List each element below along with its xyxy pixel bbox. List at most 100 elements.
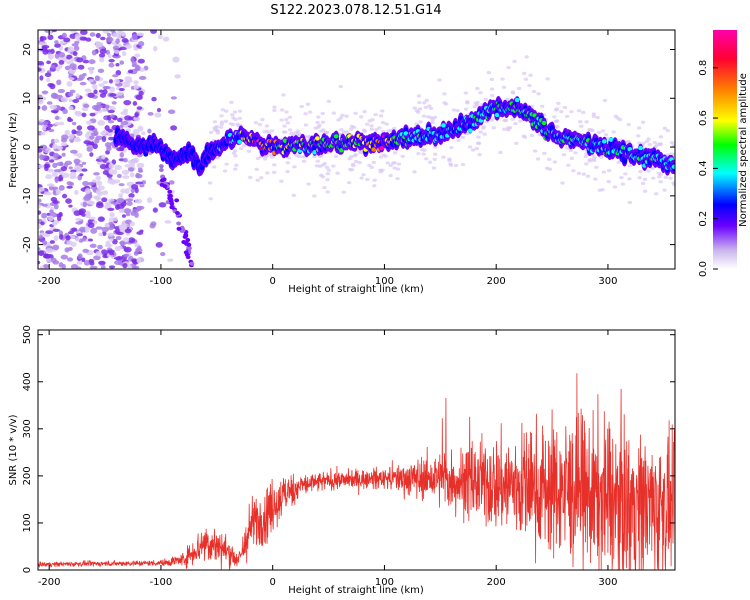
spectrogram-haze-cell <box>287 128 293 132</box>
spectrogram-haze-cell <box>353 111 358 115</box>
spectrogram-noise-cell <box>94 138 100 144</box>
spectrogram-noise-cell <box>46 60 51 65</box>
spectrogram-noise-cell <box>132 128 140 135</box>
spectrogram-branch-cell <box>174 198 180 203</box>
spectrogram-noise-cell <box>38 67 42 72</box>
spectrogram-ridge-core <box>237 139 243 145</box>
spectrogram-haze-cell <box>372 184 377 188</box>
spectrogram-noise-cell <box>49 104 58 110</box>
spectrogram-noise-cell <box>66 181 73 186</box>
spectrogram-noise-cell <box>57 88 65 94</box>
spectrogram-haze-cell <box>442 101 447 105</box>
spectrogram-ridge-core <box>671 164 675 169</box>
spectrogram-noise-cell <box>115 204 120 210</box>
colorbar-ticks: 0.0 0.2 0.4 0.6 0.8 <box>698 60 718 277</box>
spectrogram-haze-cell <box>523 77 529 81</box>
spectrogram-haze-cell <box>658 143 663 147</box>
spectrogram-haze-cell <box>638 169 643 174</box>
spectrogram-noise-cell <box>75 221 83 225</box>
spectrogram-xlabel: Height of straight line (km) <box>288 284 424 295</box>
spectrogram-haze-cell <box>212 120 218 124</box>
spectrogram-haze-cell <box>388 173 393 178</box>
spectrogram-noise-cell <box>52 186 59 190</box>
spectrogram-noise-cell <box>102 130 109 135</box>
spectrogram-noise-cell <box>53 235 59 241</box>
spectrogram-noise-cell <box>73 45 80 51</box>
spectrogram-haze-cell <box>654 192 659 196</box>
spectrogram-noise-cell <box>46 183 55 187</box>
spectrogram-haze-cell <box>476 135 481 139</box>
spectrogram-noise-cell <box>146 197 153 204</box>
spectrogram-noise-cell <box>47 53 54 60</box>
spectrogram-haze-cell <box>540 104 545 108</box>
spectrogram-haze-cell <box>346 181 352 185</box>
spectrogram-haze-cell <box>392 151 398 155</box>
spectrogram-haze-cell <box>335 171 340 175</box>
spectrogram-haze-cell <box>222 169 228 173</box>
snr-panel: -200 -100 0 100 200 300 0 100 200 300 400 500 Heigh… <box>8 325 676 596</box>
spectrogram-noise-cell <box>108 136 115 141</box>
spectrogram-noise-cell <box>66 240 73 246</box>
spectrogram-haze-cell <box>377 126 382 130</box>
spectrogram-noise-cell <box>138 169 144 173</box>
spectrogram-noise-cell <box>167 109 176 115</box>
spectrogram-noise-cell <box>139 184 145 188</box>
spectrogram-haze-cell <box>362 129 367 133</box>
spectrogram-ridge-core <box>622 159 627 164</box>
spectrogram-noise-cell <box>41 212 48 219</box>
spectrogram-haze-cell <box>320 175 326 179</box>
spectrogram-haze-cell <box>422 148 427 152</box>
spectrogram-haze-cell <box>421 114 427 118</box>
spectrogram-haze-cell <box>233 167 238 171</box>
spectrogram-haze-cell <box>312 154 317 159</box>
spectrogram-haze-cell <box>272 108 277 113</box>
spectrogram-noise-cell <box>147 111 154 116</box>
spectrogram-haze-cell <box>529 133 535 138</box>
spectrogram-haze-cell <box>665 129 670 133</box>
spectrogram-haze-cell <box>611 130 616 134</box>
spectrogram-branch-cell <box>186 242 192 247</box>
spectrogram-noise-cell <box>153 45 158 52</box>
spectrogram-haze-cell <box>442 92 447 96</box>
spectrogram-noise-cell <box>124 228 132 234</box>
spectrogram-noise-cell <box>39 265 45 269</box>
spectrogram-noise-cell <box>47 215 54 222</box>
spectrogram-haze-cell <box>231 151 237 155</box>
spectrogram-haze-cell <box>262 130 267 134</box>
spectrogram-noise-cell <box>42 264 50 269</box>
spectrogram-noise-cell <box>127 237 136 244</box>
snr-xtick-label: -200 <box>38 577 61 588</box>
spectrogram-haze-cell <box>500 77 505 81</box>
spectrogram-noise-cell <box>81 112 87 118</box>
spectrogram-haze-cell <box>305 102 311 106</box>
spectrogram-noise-cell <box>137 125 144 132</box>
spectrogram-noise-cell <box>40 154 46 159</box>
spectrogram-haze-cell <box>642 189 648 193</box>
spectrogram-noise-cell <box>56 145 62 149</box>
spectrogram-haze-cell <box>473 101 478 105</box>
spectrogram-noise-cell <box>57 63 63 70</box>
spectrogram-noise-cell <box>114 78 120 84</box>
spectrogram-noise-cell <box>111 101 117 105</box>
spectrogram-haze-cell <box>489 77 495 81</box>
spectrogram-haze-cell <box>208 130 214 134</box>
spectrogram-haze-cell <box>349 168 355 172</box>
spectrogram-haze-cell <box>618 118 623 122</box>
spectrogram-noise-cell <box>81 168 88 172</box>
spectrogram-noise-cell <box>90 227 98 234</box>
snr-ylabel: SNR (10 * v/v) <box>8 414 19 485</box>
spectrogram-haze-cell <box>237 109 243 113</box>
spectrogram-haze-cell <box>279 179 284 183</box>
spectrogram-noise-cell <box>72 51 78 57</box>
spectrogram-noise-cell <box>67 116 72 122</box>
spectrogram-noise-cell <box>38 118 45 123</box>
spectrogram-haze-cell <box>238 146 244 151</box>
spectrogram-haze-cell <box>320 120 326 124</box>
spectrogram-haze-cell <box>417 107 423 111</box>
spectrogram-noise-cell <box>131 183 139 190</box>
spectrogram-noise-cell <box>49 240 55 244</box>
spectrogram-haze-cell <box>463 107 469 111</box>
spectrogram-haze-cell <box>460 162 466 167</box>
spectrogram-noise-cell <box>95 226 103 230</box>
spectrogram-haze-cell <box>228 122 234 126</box>
